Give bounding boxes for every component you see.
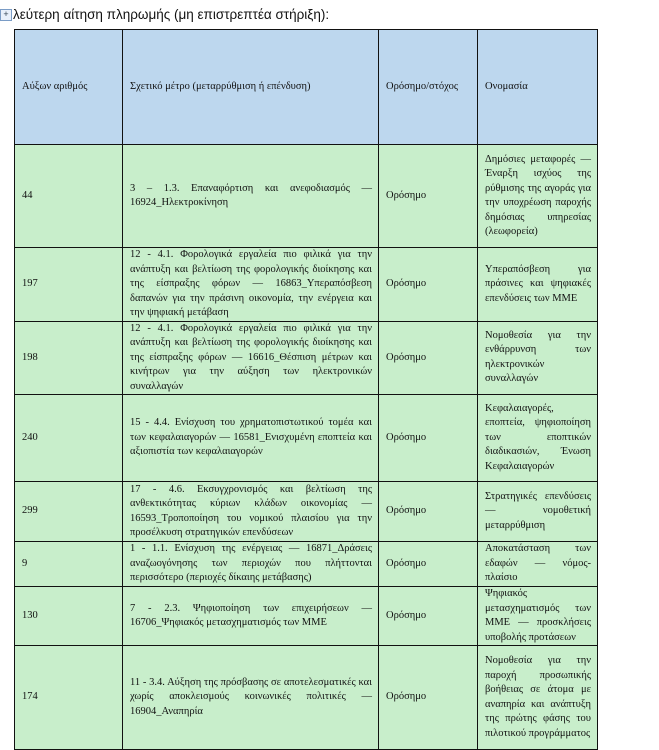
cell-name: Υπεραπόσβεση για πράσινες και ψηφιακές ε… xyxy=(477,247,598,322)
cell-milestone-target: Ορόσημο xyxy=(378,320,478,395)
header-name: Ονομασία xyxy=(477,29,598,145)
table-row: 299 17 - 4.6. Εκσυγχρονισμός και βελτίωση… xyxy=(14,481,598,542)
table-row: 174 11 - 3.4. Αύξηση της πρόσβασης σε απο… xyxy=(14,645,598,750)
cell-serial-number: 299 xyxy=(14,481,123,542)
section-title: + λεύτερη αίτηση πληρωμής (μη επιστρεπτέα… xyxy=(0,7,329,22)
cell-measure: 3 – 1.3. Επαναφόρτιση και ανεφοδιασμός —… xyxy=(122,144,379,248)
cell-name: Στρατηγικές επενδύσεις — νομοθετική μετα… xyxy=(477,481,598,542)
cell-measure: 7 - 2.3. Ψηφιοποίηση των επιχειρήσεων — … xyxy=(122,586,379,646)
header-measure: Σχετικό μέτρο (μεταρρύθμιση ή επένδυση) xyxy=(122,29,379,145)
cell-name: Ψηφιακός μετασχηματισμός των ΜΜΕ — προσκ… xyxy=(477,586,598,646)
cell-serial-number: 130 xyxy=(14,586,123,646)
cell-name: Αποκατάσταση των εδαφών — νόμος-πλαίσιο xyxy=(477,541,598,587)
section-title-text: λεύτερη αίτηση πληρωμής (μη επιστρεπτέα … xyxy=(13,7,330,22)
table-row: 130 7 - 2.3. Ψηφιοποίηση των επιχειρήσεων… xyxy=(14,586,598,646)
payment-request-table: Αύξων αριθμός Σχετικό μέτρο (μεταρρύθμισ… xyxy=(14,29,598,750)
cell-measure: 12 - 4.1. Φορολογικά εργαλεία πιο φιλικά… xyxy=(122,320,379,395)
cell-measure: 17 - 4.6. Εκσυγχρονισμός και βελτίωση τη… xyxy=(122,481,379,542)
cell-name: Νομοθεσία για την ενθάρρυνση των ηλεκτρο… xyxy=(477,320,598,395)
cell-milestone-target: Ορόσημο xyxy=(378,645,478,750)
cell-serial-number: 44 xyxy=(14,144,123,248)
cell-milestone-target: Ορόσημο xyxy=(378,247,478,322)
header-milestone-target: Ορόσημο/στόχος xyxy=(378,29,478,145)
table-header-row: Αύξων αριθμός Σχετικό μέτρο (μεταρρύθμισ… xyxy=(14,29,598,145)
cell-serial-number: 198 xyxy=(14,320,123,395)
cell-serial-number: 9 xyxy=(14,541,123,587)
table-row: 240 15 - 4.4. Ενίσχυση του χρηματοπιστωτι… xyxy=(14,394,598,482)
cell-name: Δημόσιες μεταφορές — Έναρξη ισχύος της ρ… xyxy=(477,144,598,248)
cell-milestone-target: Ορόσημο xyxy=(378,144,478,248)
cell-measure: 11 - 3.4. Αύξηση της πρόσβασης σε αποτελ… xyxy=(122,645,379,750)
cell-name: Νομοθεσία για την παροχή προσωπικής βοήθ… xyxy=(477,645,598,750)
cell-serial-number: 174 xyxy=(14,645,123,750)
table-row: 197 12 - 4.1. Φορολογικά εργαλεία πιο φιλ… xyxy=(14,247,598,322)
cell-serial-number: 197 xyxy=(14,247,123,322)
header-serial-number: Αύξων αριθμός xyxy=(14,29,123,145)
table-row: 198 12 - 4.1. Φορολογικά εργαλεία πιο φιλ… xyxy=(14,320,598,395)
cell-milestone-target: Ορόσημο xyxy=(378,586,478,646)
cell-milestone-target: Ορόσημο xyxy=(378,541,478,587)
table-row: 44 3 – 1.3. Επαναφόρτιση και ανεφοδιασμός… xyxy=(14,144,598,248)
cell-milestone-target: Ορόσημο xyxy=(378,481,478,542)
cell-name: Κεφαλαιαγορές, εποπτεία, ψηφιοποίηση των… xyxy=(477,394,598,482)
cell-serial-number: 240 xyxy=(14,394,123,482)
cell-milestone-target: Ορόσημο xyxy=(378,394,478,482)
cell-measure: 15 - 4.4. Ενίσχυση του χρηματοπιστωτικού… xyxy=(122,394,379,482)
table-move-handle-icon[interactable]: + xyxy=(0,9,12,22)
cell-measure: 12 - 4.1. Φορολογικά εργαλεία πιο φιλικά… xyxy=(122,247,379,322)
cell-measure: 1 - 1.1. Ενίσχυση της ενέργειας — 16871_… xyxy=(122,541,379,587)
